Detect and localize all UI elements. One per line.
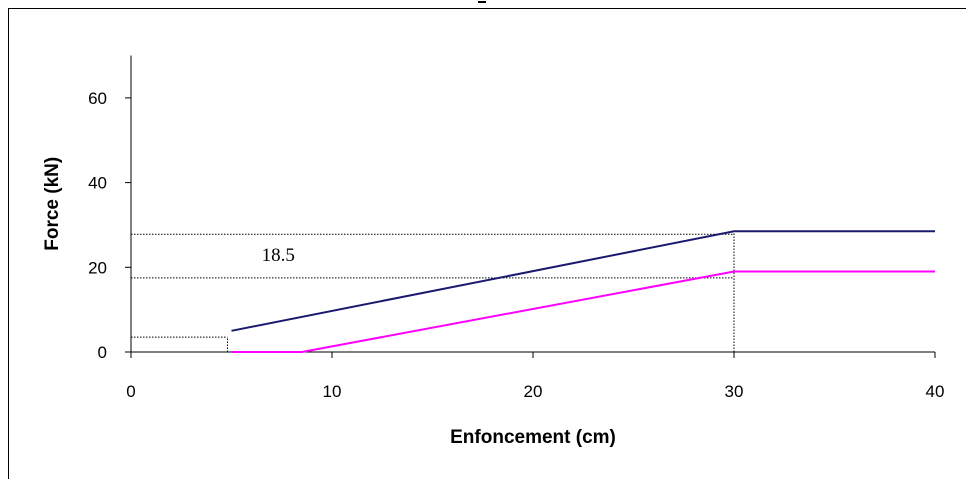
annotations: 18.5 [262, 245, 295, 266]
chart-labels: Force (kN) Enfoncement (cm) [42, 157, 616, 448]
series-line-1 [231, 230, 935, 332]
x-tick-label: 40 [926, 382, 945, 401]
y-tick-label: 20 [88, 258, 107, 277]
x-tick-label: 10 [323, 382, 342, 401]
y-tick-label: 60 [88, 89, 107, 108]
axis-ticks: 0 10 20 30 40 0 20 40 60 [88, 89, 944, 401]
chart-frame [8, 8, 966, 479]
x-axis-title: Enfoncement (cm) [450, 427, 616, 448]
y-tick-label: 40 [88, 174, 107, 193]
y-axis-title: Force (kN) [42, 157, 63, 251]
data-series [231, 230, 935, 353]
reference-lines [131, 231, 735, 352]
axes [130, 55, 935, 353]
value-annotation: 18.5 [262, 245, 295, 266]
x-tick-label: 0 [126, 382, 135, 401]
series-line-2 [231, 270, 935, 353]
x-tick-label: 20 [524, 382, 543, 401]
x-tick-label: 30 [725, 382, 744, 401]
frame-notch [478, 1, 486, 3]
y-tick-label: 0 [98, 343, 107, 362]
